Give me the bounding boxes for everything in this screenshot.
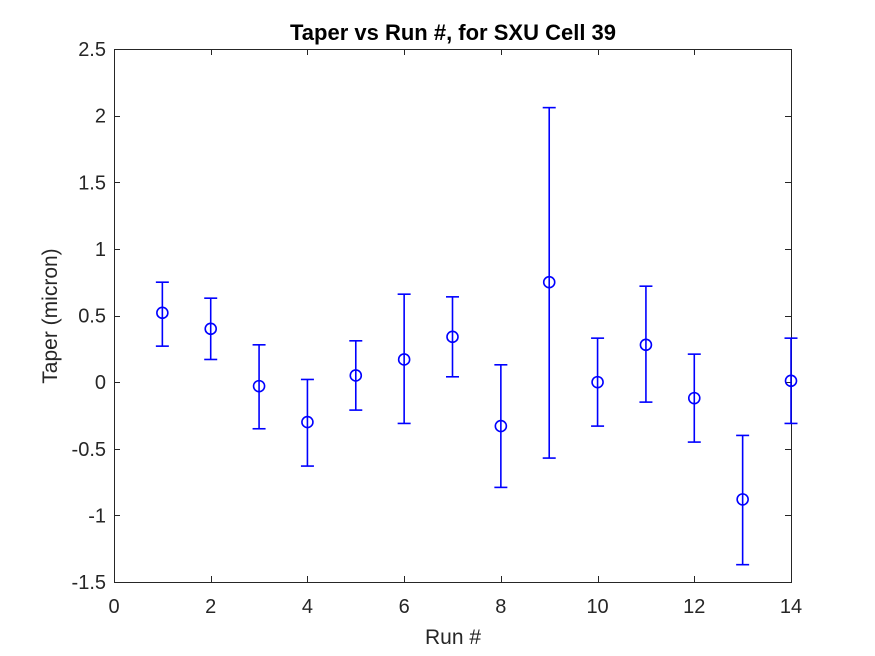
- data-marker-run-4: [301, 415, 314, 429]
- chart-title: Taper vs Run #, for SXU Cell 39: [289, 20, 617, 45]
- data-marker-run-1: [156, 306, 169, 320]
- data-marker-run-6: [397, 353, 411, 366]
- x-tick-label: 0: [108, 596, 119, 618]
- y-tick-label: -1.5: [72, 572, 106, 594]
- x-tick-label: 6: [399, 596, 410, 618]
- data-marker-run-10: [591, 375, 604, 389]
- data-marker-run-9: [542, 275, 556, 289]
- data-marker-run-7: [446, 330, 459, 344]
- y-tick-label: -0.5: [72, 439, 106, 461]
- x-tick-label: 12: [683, 596, 705, 618]
- data-marker-run-8: [494, 419, 508, 433]
- y-tick-label: 1: [95, 239, 106, 261]
- x-tick-label: 2: [205, 596, 216, 618]
- y-tick-label: 1.5: [78, 172, 106, 194]
- y-tick-label: 0: [95, 372, 106, 394]
- data-marker-run-3: [252, 379, 266, 393]
- data-marker-run-14: [784, 374, 798, 388]
- x-tick-label: 14: [780, 596, 802, 618]
- data-marker-run-5: [349, 369, 363, 382]
- x-tick-label: 8: [495, 596, 506, 618]
- data-marker-run-11: [639, 338, 653, 352]
- x-tick-label: 4: [302, 596, 313, 618]
- y-tick-label: 2: [95, 106, 106, 128]
- data-marker-run-13: [736, 493, 749, 506]
- x-tick-label: 10: [586, 596, 608, 618]
- data-marker-run-12: [687, 391, 701, 405]
- y-tick-label: 2.5: [78, 39, 106, 61]
- x-axis-label: Run #: [424, 626, 482, 649]
- data-marker-run-2: [204, 322, 218, 336]
- y-tick-label: 0.5: [78, 306, 106, 328]
- y-tick-label: -1: [88, 505, 106, 527]
